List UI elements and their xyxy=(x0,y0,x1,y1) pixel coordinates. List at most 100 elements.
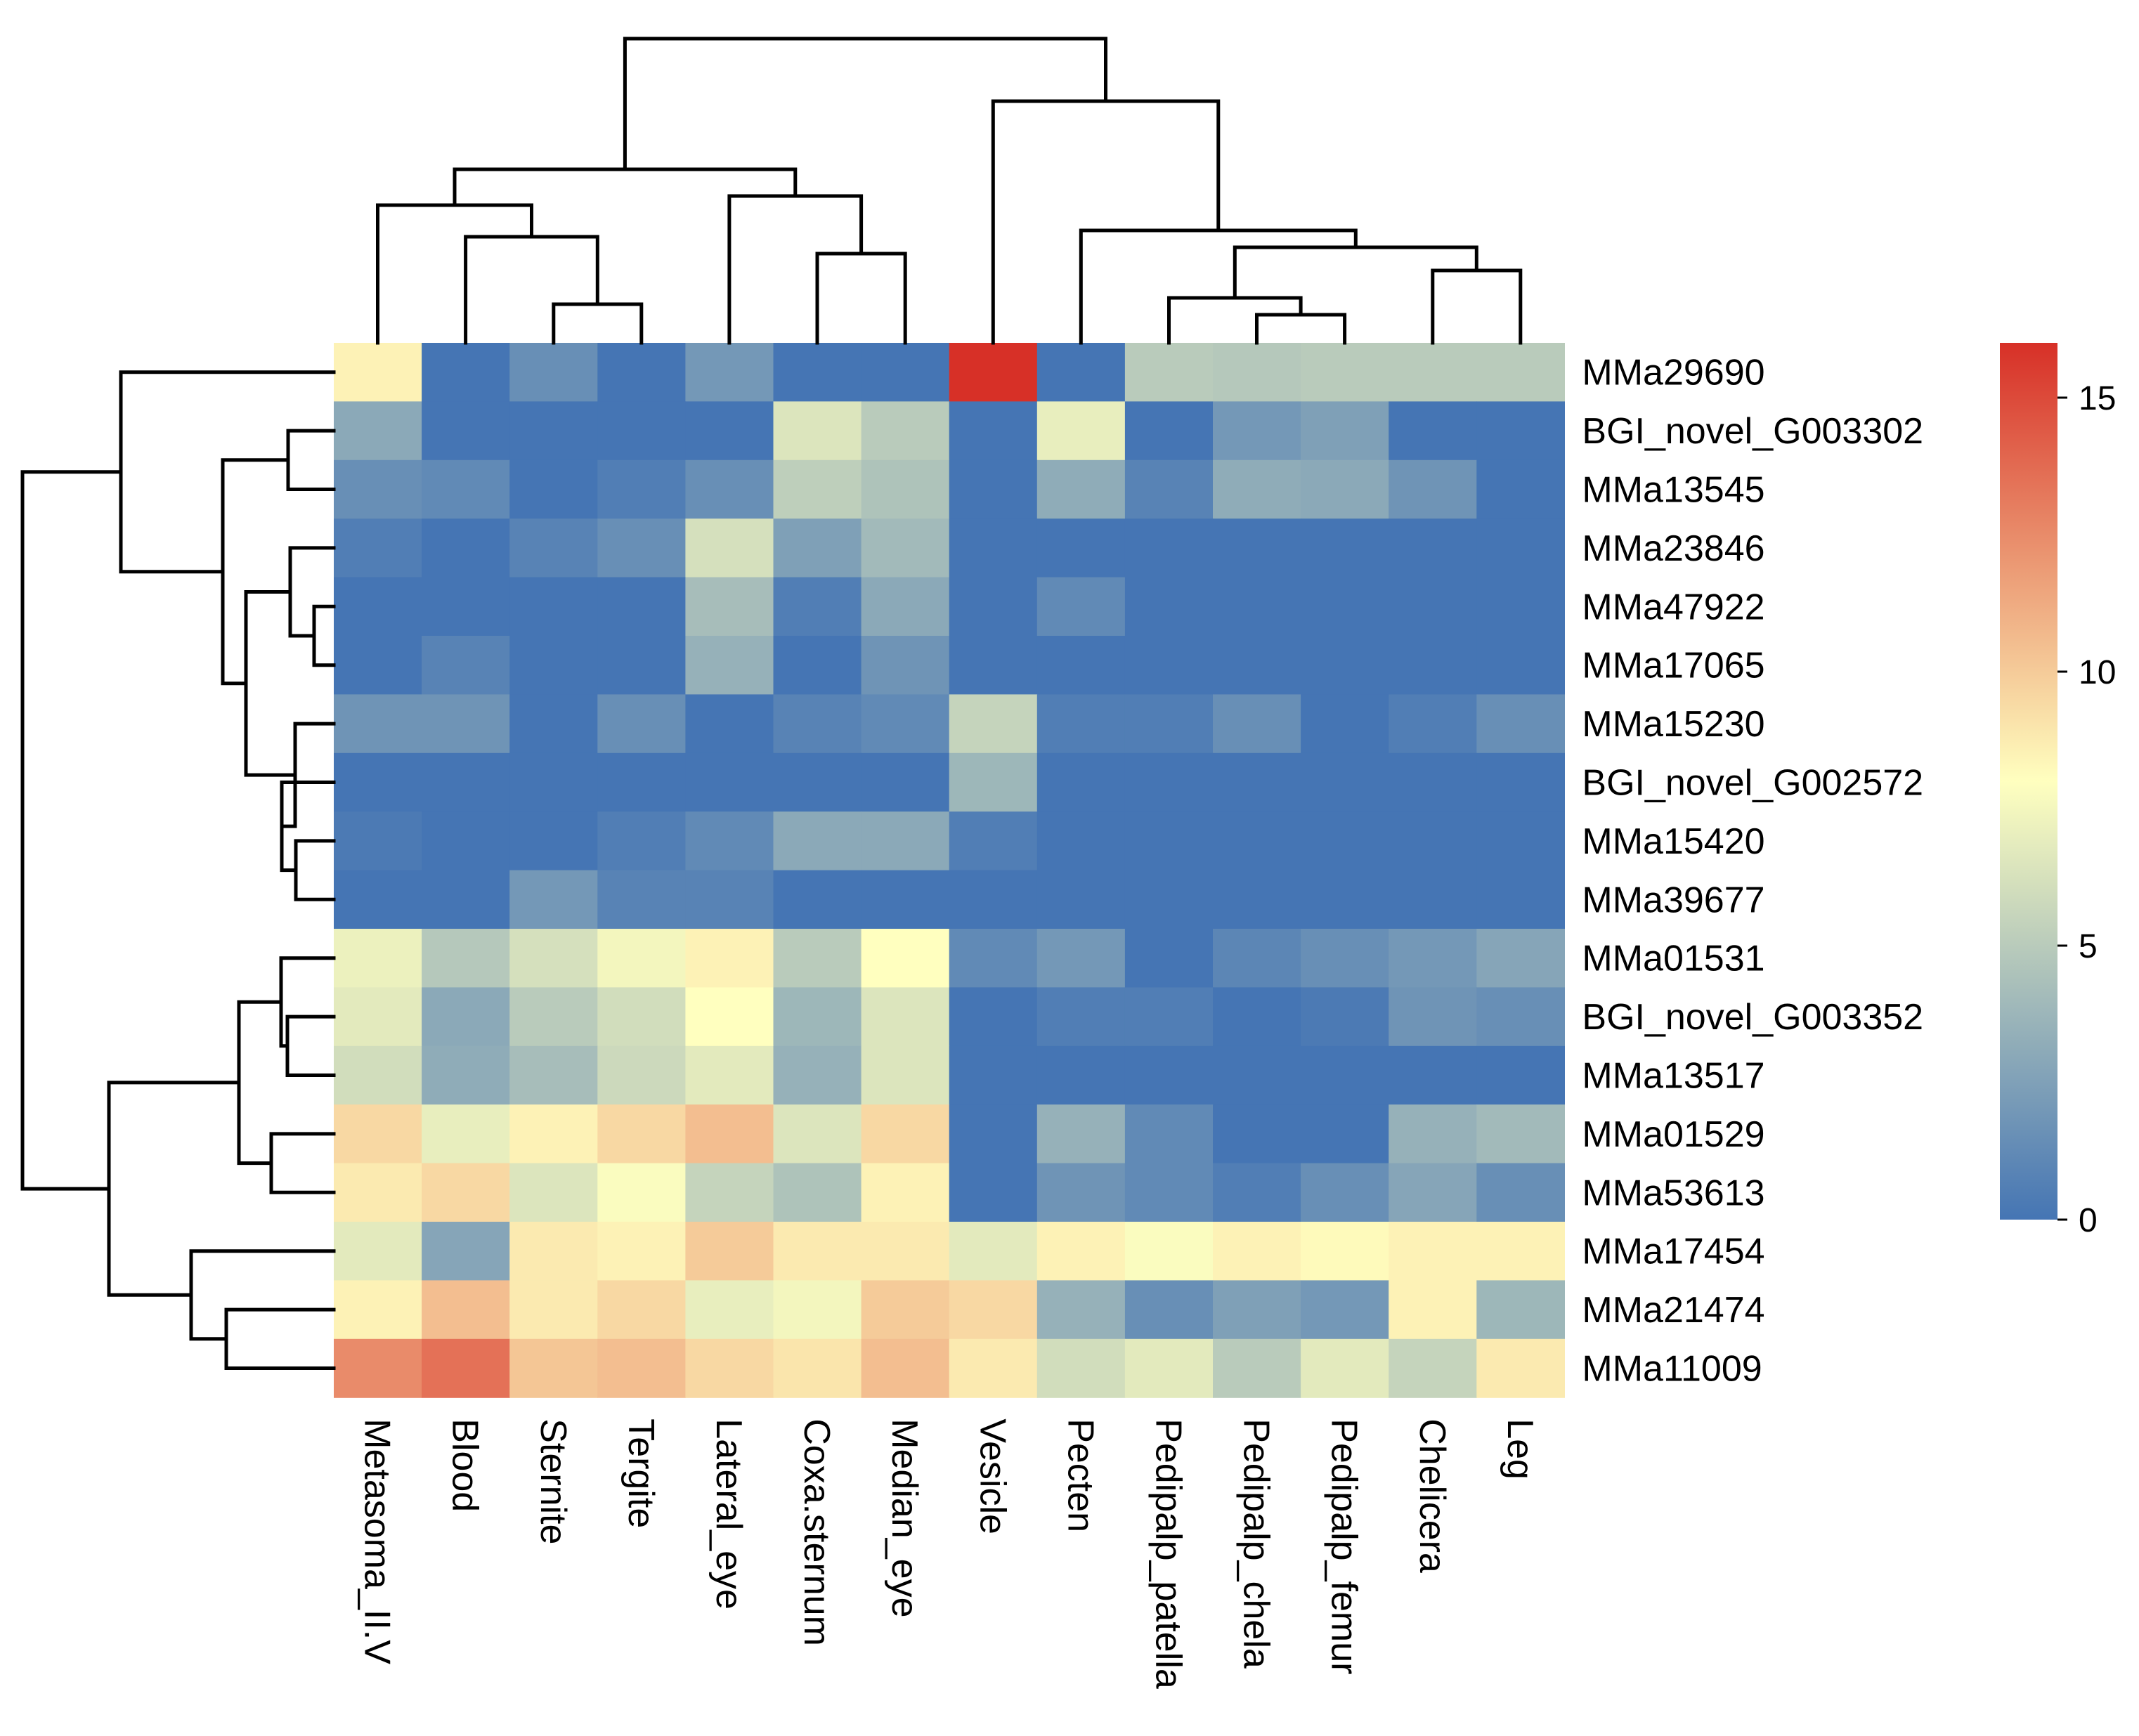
heatmap-cell-MMa21474-Tergite xyxy=(597,1280,686,1340)
heatmap-cell-MMa21474-Sternite xyxy=(509,1280,598,1340)
heatmap-cell-BGI_novel_G002572-Sternite xyxy=(509,752,598,812)
heatmap-cell-MMa15420-Vesicle xyxy=(949,811,1038,871)
heatmap-cell-MMa39677-Pedipalp_femur xyxy=(1301,870,1389,929)
heatmap-cell-MMa17454-Pedipalp_femur xyxy=(1301,1222,1389,1281)
heatmap-cell-MMa01529-Pecten xyxy=(1036,1104,1126,1164)
heatmap-cell-MMa47922-Coxa.sternum xyxy=(773,577,862,637)
heatmap-cell-MMa23846-Pedipalp_femur xyxy=(1301,518,1389,578)
row-label: BGI_novel_G003352 xyxy=(1582,997,1923,1038)
heatmap-cell-BGI_novel_G003352-Blood xyxy=(422,987,510,1047)
heatmap-cell-MMa17454-Metasoma_II.V xyxy=(334,1222,422,1281)
heatmap-cell-MMa13545-Chelicera xyxy=(1389,459,1477,519)
heatmap-cell-MMa17454-Vesicle xyxy=(949,1222,1038,1281)
heatmap-cell-MMa01531-Sternite xyxy=(509,929,598,988)
heatmap-cell-MMa23846-Blood xyxy=(422,518,510,578)
heatmap-cell-MMa47922-Tergite xyxy=(597,577,686,637)
heatmap-cell-MMa13545-Blood xyxy=(422,459,510,519)
heatmap-cell-MMa39677-Leg xyxy=(1476,870,1565,929)
heatmap-cell-MMa01529-Median_eye xyxy=(861,1104,950,1164)
row-dendrogram-branch xyxy=(20,470,123,1191)
heatmap-cell-MMa23846-Leg xyxy=(1476,518,1565,578)
heatmap-cell-BGI_novel_G003302-Tergite xyxy=(597,401,686,461)
heatmap-cell-MMa53613-Leg xyxy=(1476,1163,1565,1222)
heatmap-cell-MMa39677-Pedipalp_patella xyxy=(1124,870,1214,929)
heatmap-cell-MMa11009-Pecten xyxy=(1036,1338,1126,1398)
row-label: MMa13517 xyxy=(1582,1056,1764,1097)
row-label: MMa13545 xyxy=(1582,470,1764,511)
row-label: MMa47922 xyxy=(1582,587,1764,627)
heatmap-cell-MMa11009-Median_eye xyxy=(861,1338,950,1398)
row-label: MMa11009 xyxy=(1582,1349,1762,1390)
column-dendrogram-branch xyxy=(376,203,533,345)
heatmap-cell-MMa15420-Pedipalp_patella xyxy=(1124,811,1214,871)
heatmap-cell-MMa15420-Blood xyxy=(422,811,510,871)
column-dendrogram-branch xyxy=(727,194,864,345)
heatmap-cell-BGI_novel_G003302-Median_eye xyxy=(861,401,950,461)
heatmap-cell-MMa15420-Tergite xyxy=(597,811,686,871)
heatmap-cell-MMa11009-Tergite xyxy=(597,1338,686,1398)
heatmap-cell-MMa29690-Sternite xyxy=(509,343,598,402)
heatmap-cell-MMa47922-Leg xyxy=(1476,577,1565,637)
heatmap-cell-MMa01531-Vesicle xyxy=(949,929,1038,988)
heatmap-cell-MMa23846-Metasoma_II.V xyxy=(334,518,422,578)
column-dendrogram-branch xyxy=(464,235,599,345)
heatmap-cell-MMa17454-Lateral_eye xyxy=(685,1222,774,1281)
heatmap-cell-MMa15230-Pedipalp_chela xyxy=(1213,694,1301,754)
heatmap-cell-MMa39677-Coxa.sternum xyxy=(773,870,862,929)
heatmap-cell-MMa01531-Pedipalp_patella xyxy=(1124,929,1214,988)
row-label: MMa17454 xyxy=(1582,1232,1764,1272)
column-label: Vesicle xyxy=(972,1418,1013,1534)
row-dendrogram-branch xyxy=(288,546,336,638)
heatmap-cell-MMa47922-Metasoma_II.V xyxy=(334,577,422,637)
heatmap-cell-MMa53613-Blood xyxy=(422,1163,510,1222)
heatmap-cell-MMa11009-Pedipalp_chela xyxy=(1213,1338,1301,1398)
heatmap-cell-MMa47922-Median_eye xyxy=(861,577,950,637)
column-dendrogram-branch xyxy=(1255,313,1347,345)
heatmap-cell-BGI_novel_G003352-Sternite xyxy=(509,987,598,1047)
row-label: MMa17065 xyxy=(1582,646,1764,686)
heatmap-cell-MMa29690-Blood xyxy=(422,343,510,402)
heatmap-cell-BGI_novel_G003352-Tergite xyxy=(597,987,686,1047)
column-label: Blood xyxy=(445,1418,486,1512)
heatmap-cells xyxy=(334,343,1565,1398)
column-dendrogram-branch xyxy=(623,37,1107,171)
heatmap-cell-MMa17065-Tergite xyxy=(597,636,686,695)
heatmap-cell-BGI_novel_G003352-Lateral_eye xyxy=(685,987,774,1047)
heatmap-cell-MMa15230-Pecten xyxy=(1036,694,1126,754)
heatmap-cell-MMa17454-Median_eye xyxy=(861,1222,950,1281)
heatmap-cell-MMa01531-Blood xyxy=(422,929,510,988)
heatmap-cell-BGI_novel_G002572-Lateral_eye xyxy=(685,752,774,812)
heatmap-cell-MMa01529-Coxa.sternum xyxy=(773,1104,862,1164)
heatmap-cell-MMa53613-Pecten xyxy=(1036,1163,1126,1222)
row-label: BGI_novel_G002572 xyxy=(1582,763,1923,804)
row-dendrogram-branch xyxy=(119,370,336,574)
row-label: MMa29690 xyxy=(1582,353,1764,393)
heatmap-cell-BGI_novel_G003352-Pedipalp_femur xyxy=(1301,987,1389,1047)
heatmap-cell-MMa01531-Tergite xyxy=(597,929,686,988)
heatmap-cell-MMa17065-Chelicera xyxy=(1389,636,1477,695)
heatmap-cell-MMa01529-Pedipalp_chela xyxy=(1213,1104,1301,1164)
heatmap-cell-MMa01529-Sternite xyxy=(509,1104,598,1164)
heatmap-cell-MMa17065-Vesicle xyxy=(949,636,1038,695)
heatmap-cell-MMa29690-Coxa.sternum xyxy=(773,343,862,402)
heatmap-cell-MMa13545-Tergite xyxy=(597,459,686,519)
heatmap-cell-MMa47922-Chelicera xyxy=(1389,577,1477,637)
row-label: MMa15230 xyxy=(1582,704,1764,745)
heatmap-cell-MMa01531-Pedipalp_chela xyxy=(1213,929,1301,988)
column-dendrogram-branch xyxy=(552,302,644,345)
heatmap-cell-MMa11009-Leg xyxy=(1476,1338,1565,1398)
heatmap-cell-MMa39677-Median_eye xyxy=(861,870,950,929)
column-labels: Metasoma_II.V Blood Sternite Tergite Lateral… xyxy=(357,1418,1540,1689)
heatmap-cell-MMa47922-Sternite xyxy=(509,577,598,637)
heatmap-cell-MMa11009-Sternite xyxy=(509,1338,598,1398)
row-label: MMa15420 xyxy=(1582,821,1764,862)
color-legend-tick-label: 5 xyxy=(2079,928,2098,965)
heatmap-cell-MMa29690-Lateral_eye xyxy=(685,343,774,402)
heatmap-cell-MMa39677-Metasoma_II.V xyxy=(334,870,422,929)
column-label: Coxa.sternum xyxy=(796,1418,837,1646)
row-label: MMa01529 xyxy=(1582,1114,1764,1155)
column-dendrogram-branch xyxy=(991,99,1221,345)
heatmap-cell-MMa17454-Sternite xyxy=(509,1222,598,1281)
heatmap-cell-MMa15230-Pedipalp_femur xyxy=(1301,694,1389,754)
